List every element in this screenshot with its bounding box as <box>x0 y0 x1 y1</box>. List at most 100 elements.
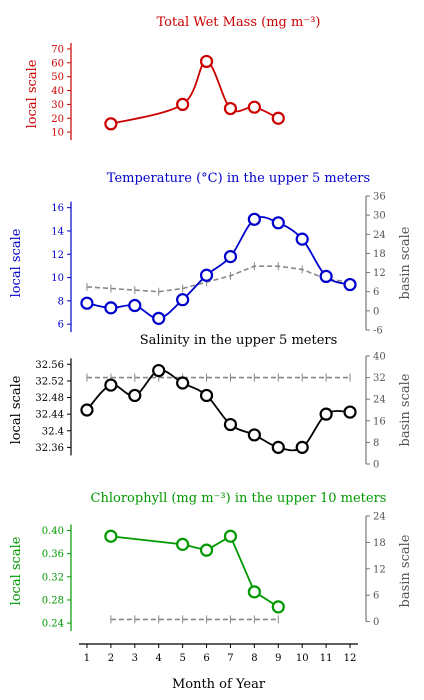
data-point <box>80 403 94 417</box>
left-tick-label: 32.52 <box>35 376 64 387</box>
right-tick-label: 32 <box>373 373 386 384</box>
panel-title: Salinity in the upper 5 meters <box>140 333 338 348</box>
left-tick-label: 32.4 <box>42 426 64 437</box>
data-point <box>223 101 238 116</box>
x-tick-label: 6 <box>203 653 209 664</box>
data-point <box>319 407 333 421</box>
x-tick-label: 8 <box>251 653 257 664</box>
right-tick-label: -6 <box>373 326 383 337</box>
right-tick-label: 6 <box>373 591 379 602</box>
right-tick-label: 24 <box>373 230 386 241</box>
left-tick-label: 0.36 <box>42 549 64 560</box>
data-point <box>199 54 214 69</box>
data-point <box>199 388 214 403</box>
data-point <box>176 537 190 551</box>
right-tick-label: 40 <box>373 352 386 363</box>
basin-line <box>86 265 351 293</box>
x-tick-label: 4 <box>156 653 162 664</box>
x-tick-label: 3 <box>132 653 138 664</box>
data-point <box>271 111 285 125</box>
left-axis-label: local scale <box>25 59 40 128</box>
left-tick-label: 30 <box>51 100 64 111</box>
data-point <box>176 97 190 112</box>
left-tick-label: 6 <box>58 320 64 331</box>
left-axis-label: local scale <box>9 228 24 297</box>
panel-4: Chlorophyll (mg m⁻³) in the upper 10 met… <box>9 491 413 632</box>
panel-2: Temperature (°C) in the upper 5 meters 6 8… <box>9 171 413 337</box>
right-tick-label: 0 <box>373 617 379 628</box>
x-tick-label: 1 <box>84 653 90 664</box>
left-tick-label: 0.32 <box>42 572 64 583</box>
left-tick-label: 14 <box>51 226 64 237</box>
right-axis-label: basin scale <box>398 534 413 607</box>
right-tick-label: 12 <box>373 268 386 279</box>
data-point <box>128 298 142 313</box>
right-tick-label: 0 <box>373 460 379 471</box>
panel-1: Total Wet Mass (mg m⁻³) 10 20 30 40 50 60 70 loc… <box>25 15 321 141</box>
left-tick-label: 40 <box>51 86 64 97</box>
x-tick-label: 7 <box>227 653 233 664</box>
x-tick-label: 12 <box>344 653 357 664</box>
left-tick-label: 50 <box>51 72 64 83</box>
right-tick-label: 6 <box>373 287 379 298</box>
right-tick-label: 16 <box>373 416 386 427</box>
data-point <box>104 301 118 315</box>
data-point <box>295 440 309 454</box>
data-point <box>176 376 190 390</box>
panel-3: Salinity in the upper 5 meters 32.36 32.4 3… <box>9 333 413 471</box>
data-point <box>223 417 238 432</box>
left-tick-label: 0.28 <box>42 595 64 606</box>
right-axis-label: basin scale <box>398 226 413 299</box>
panel-title: Temperature (°C) in the upper 5 meters <box>107 171 370 186</box>
data-point <box>271 440 285 454</box>
data-point <box>223 529 238 543</box>
right-tick-label: 36 <box>373 192 386 203</box>
left-tick-label: 0.40 <box>42 526 64 537</box>
left-tick-label: 32.56 <box>35 360 64 371</box>
data-point <box>247 212 261 226</box>
data-point <box>343 405 357 419</box>
data-point <box>152 311 166 325</box>
x-tick-label: 10 <box>296 653 309 664</box>
right-tick-label: 30 <box>373 211 386 222</box>
left-tick-label: 16 <box>51 203 64 214</box>
data-point <box>128 388 142 403</box>
x-axis-label: Month of Year <box>172 677 266 692</box>
panel-title: Total Wet Mass (mg m⁻³) <box>157 15 321 30</box>
right-tick-label: 12 <box>373 564 386 575</box>
left-axis-label: local scale <box>9 375 24 444</box>
left-tick-label: 10 <box>51 273 64 284</box>
data-point <box>247 100 261 114</box>
data-point <box>176 293 190 307</box>
panel-title: Chlorophyll (mg m⁻³) in the upper 10 met… <box>91 491 387 506</box>
data-point <box>199 543 214 557</box>
left-tick-label: 10 <box>51 128 64 139</box>
right-tick-label: 0 <box>373 306 379 317</box>
right-tick-label: 24 <box>373 512 386 523</box>
left-tick-label: 70 <box>51 44 64 55</box>
data-point <box>223 249 238 264</box>
left-tick-label: 32.36 <box>35 443 64 454</box>
series-line <box>110 60 279 125</box>
left-tick-label: 20 <box>51 114 64 125</box>
series-line <box>86 216 351 320</box>
series-line <box>86 369 351 452</box>
right-tick-label: 24 <box>373 395 386 406</box>
left-tick-label: 60 <box>51 58 64 69</box>
right-tick-label: 8 <box>373 438 379 449</box>
data-point <box>319 269 333 283</box>
data-point <box>271 216 285 230</box>
left-tick-label: 32.44 <box>35 410 64 421</box>
left-tick-label: 12 <box>51 250 64 261</box>
data-point <box>104 117 118 131</box>
data-point <box>80 296 94 310</box>
left-tick-label: 0.24 <box>42 619 64 630</box>
left-tick-label: 8 <box>58 296 64 307</box>
x-tick-label: 11 <box>320 653 333 664</box>
data-point <box>199 268 214 282</box>
left-tick-label: 32.48 <box>35 393 64 404</box>
x-tick-label: 2 <box>108 653 114 664</box>
x-tick-label: 9 <box>275 653 281 664</box>
